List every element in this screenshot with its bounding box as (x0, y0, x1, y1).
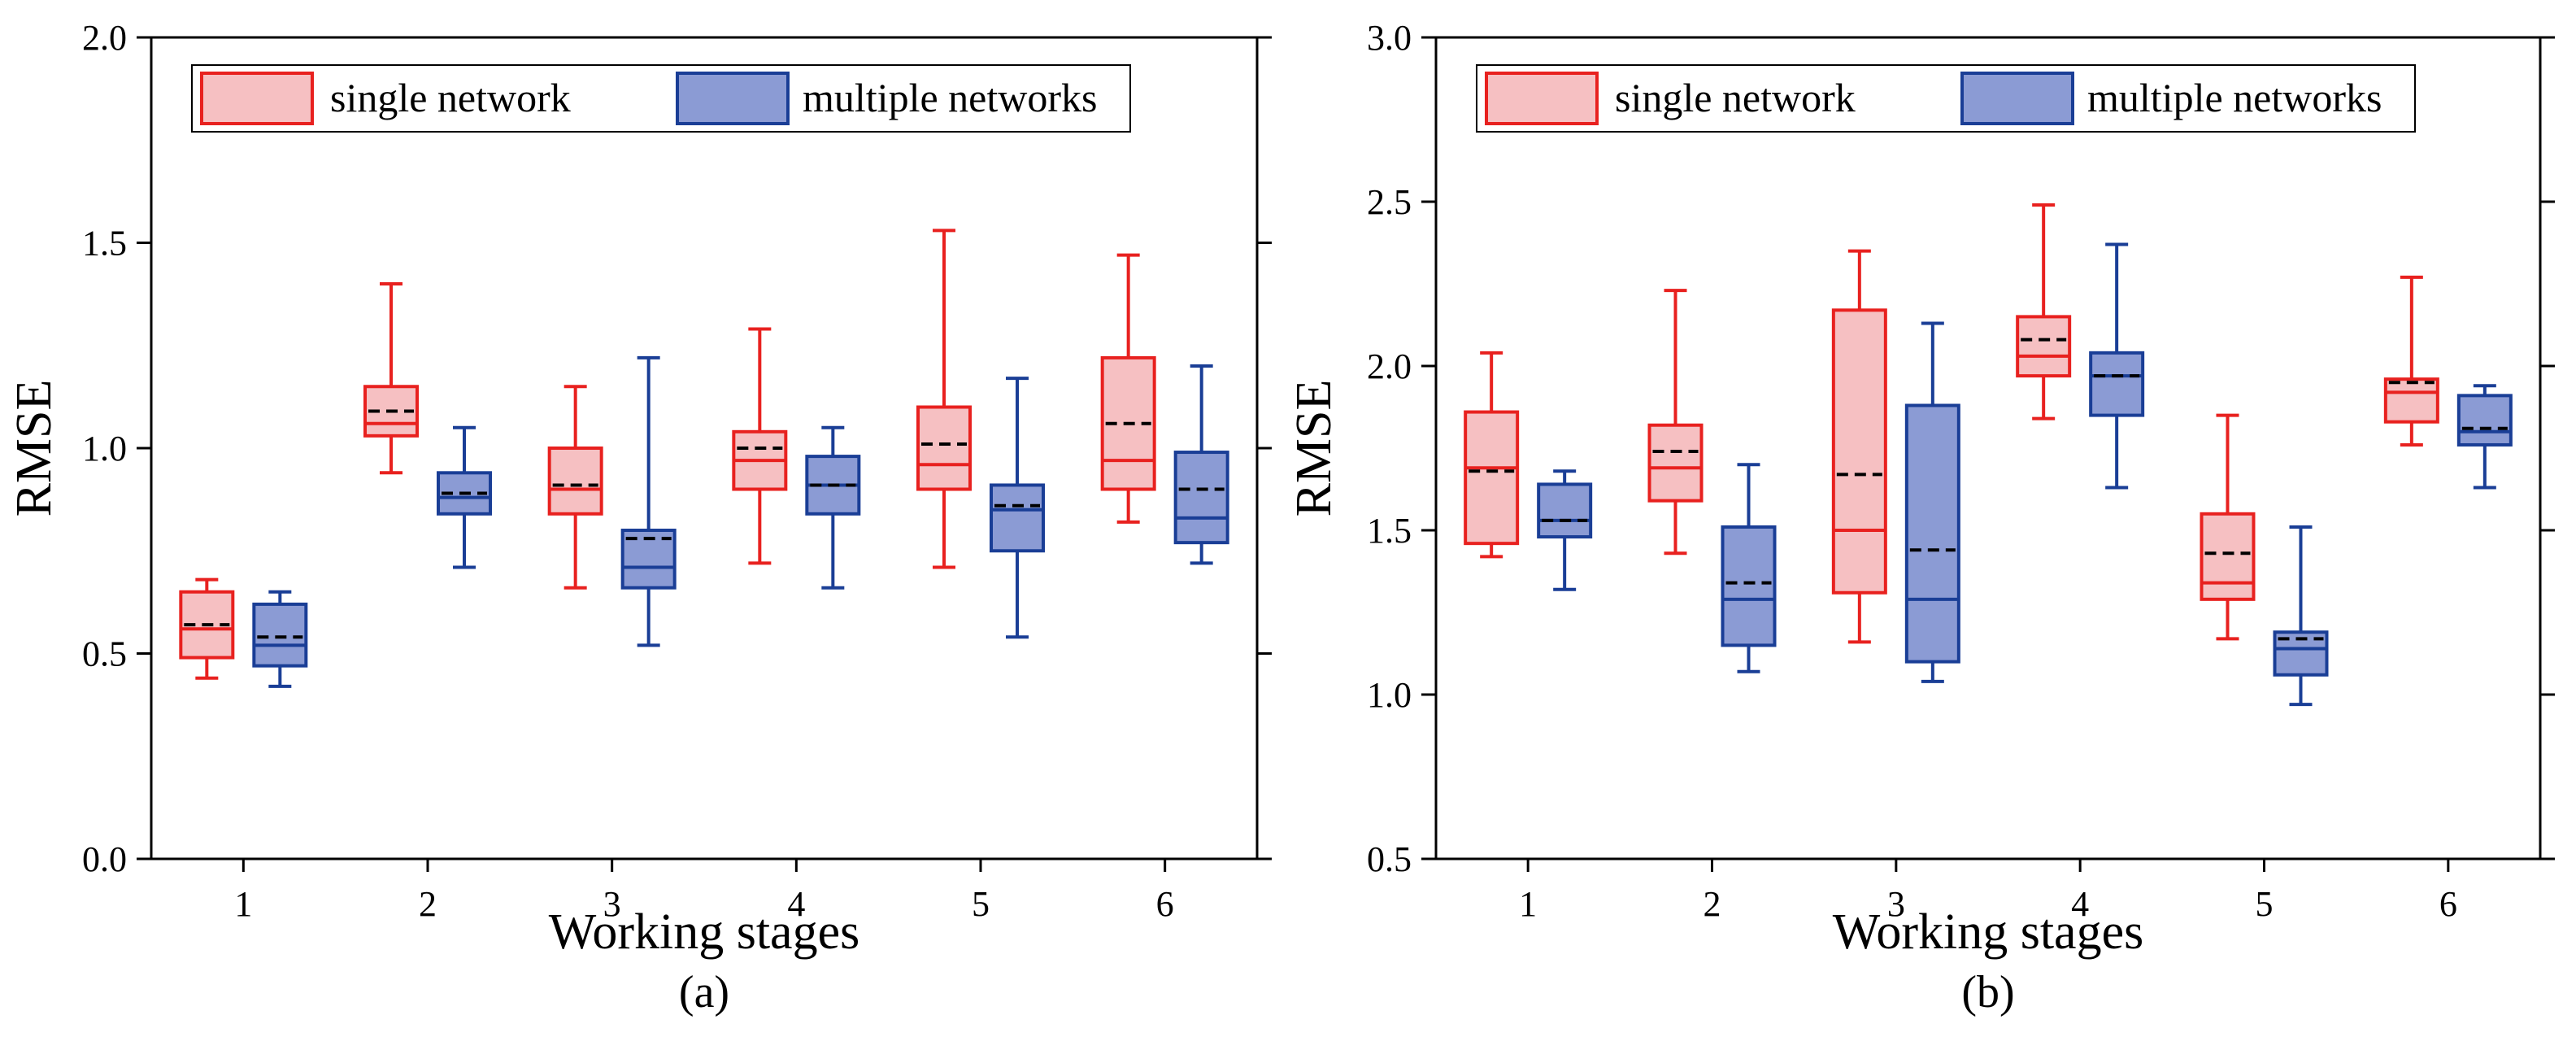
x-tick-label: 1 (234, 884, 252, 924)
y-tick-label: 3.0 (1367, 18, 1412, 58)
iqr-box (1831, 308, 1887, 595)
box-multiple-stage-6 (1173, 364, 1229, 565)
x-tick-label: 2 (419, 884, 437, 924)
y-tick-label: 1.5 (1367, 511, 1412, 551)
y-tick-label: 0.5 (82, 634, 127, 674)
box-single-stage-5 (916, 229, 972, 569)
x-tick-label: 3 (603, 884, 621, 924)
box-single-stage-6 (2383, 275, 2439, 447)
legend-frame (191, 64, 1131, 133)
box-single-stage-4 (732, 327, 788, 565)
box-multiple-stage-2 (437, 425, 492, 569)
iqr-box (2016, 315, 2072, 378)
y-tick-label: 2.0 (82, 18, 127, 58)
x-tick-label: 4 (787, 884, 805, 924)
iqr-box (2456, 394, 2513, 447)
y-axis-title: RMSE (1286, 380, 1342, 517)
x-tick-label: 6 (1156, 884, 1174, 924)
iqr-box (990, 483, 1045, 553)
x-axis-title: Working stages (1833, 904, 2143, 960)
box-single-stage-6 (1100, 253, 1156, 524)
legend-swatch-multiple (1960, 72, 2074, 125)
box-multiple-stage-4 (2089, 242, 2145, 490)
y-tick-label: 0.0 (82, 839, 127, 879)
iqr-box (1173, 451, 1229, 545)
legend-frame (1476, 64, 2416, 133)
iqr-box (2089, 351, 2145, 417)
y-tick-label: 2.5 (1367, 182, 1412, 222)
x-tick-label: 5 (2256, 884, 2274, 924)
panel-caption: (b) (1961, 967, 2014, 1017)
legend-swatch-single (1485, 72, 1599, 125)
box-multiple-stage-3 (620, 355, 677, 647)
iqr-box (252, 602, 308, 668)
box-multiple-stage-6 (2456, 384, 2513, 490)
x-tick-label: 6 (2439, 884, 2457, 924)
box-multiple-stage-2 (1721, 463, 1777, 673)
box-multiple-stage-1 (1537, 469, 1593, 591)
box-single-stage-1 (1464, 351, 1520, 559)
box-single-stage-3 (547, 385, 603, 590)
box-single-stage-4 (2016, 203, 2072, 420)
iqr-box (1647, 423, 1704, 503)
box-multiple-stage-5 (990, 377, 1045, 639)
legend-swatch-multiple (676, 72, 790, 125)
iqr-box (547, 447, 603, 516)
iqr-box (2383, 377, 2439, 424)
chart-panel-a: 0.0 0.5 1.0 1.5 2.0 1 2 3 4 5 6 Working stages RMSE (… (7, 18, 1272, 1017)
plot-frame (150, 36, 1259, 860)
box-single-stage-2 (363, 282, 419, 475)
legend-label-single: single network (330, 75, 571, 120)
box-multiple-stage-4 (805, 425, 861, 590)
iqr-box (1721, 525, 1777, 647)
iqr-box (1537, 482, 1593, 539)
box-multiple-stage-3 (1904, 321, 1960, 683)
iqr-box (2200, 512, 2256, 601)
y-tick-label: 2.0 (1367, 346, 1412, 386)
legend-label-single: single network (1615, 75, 1856, 120)
legend: single network multiple networks (1476, 64, 2416, 133)
box-multiple-stage-5 (2273, 525, 2329, 707)
x-tick-label: 1 (1519, 884, 1537, 924)
iqr-box (1904, 403, 1960, 664)
box-single-stage-2 (1647, 289, 1704, 555)
y-tick-label: 1.0 (82, 429, 127, 468)
y-tick-label: 1.0 (1367, 675, 1412, 715)
y-tick-label: 0.5 (1367, 839, 1412, 879)
iqr-box (1464, 410, 1520, 546)
box-single-stage-5 (2200, 413, 2256, 641)
box-single-stage-1 (179, 577, 235, 680)
y-axis-title: RMSE (7, 380, 62, 517)
plot-frame (1434, 36, 2542, 860)
legend-label-multiple: multiple networks (803, 75, 1097, 120)
x-axis-title: Working stages (549, 904, 859, 960)
box-single-stage-3 (1831, 249, 1887, 644)
x-tick-label: 4 (2071, 884, 2089, 924)
legend-label-multiple: multiple networks (2087, 75, 2382, 120)
x-tick-label: 3 (1887, 884, 1905, 924)
legend-swatch-single (200, 72, 314, 125)
x-tick-label: 2 (1704, 884, 1721, 924)
legend: single network multiple networks (191, 64, 1131, 133)
chart-panel-b: 0.5 1.0 1.5 2.0 2.5 3.0 1 2 3 4 5 6 Working stages RM… (1286, 18, 2555, 1017)
y-tick-label: 1.5 (82, 224, 127, 264)
iqr-box (916, 405, 972, 491)
x-tick-label: 5 (972, 884, 990, 924)
box-multiple-stage-1 (252, 590, 308, 688)
panel-caption: (a) (679, 967, 729, 1017)
